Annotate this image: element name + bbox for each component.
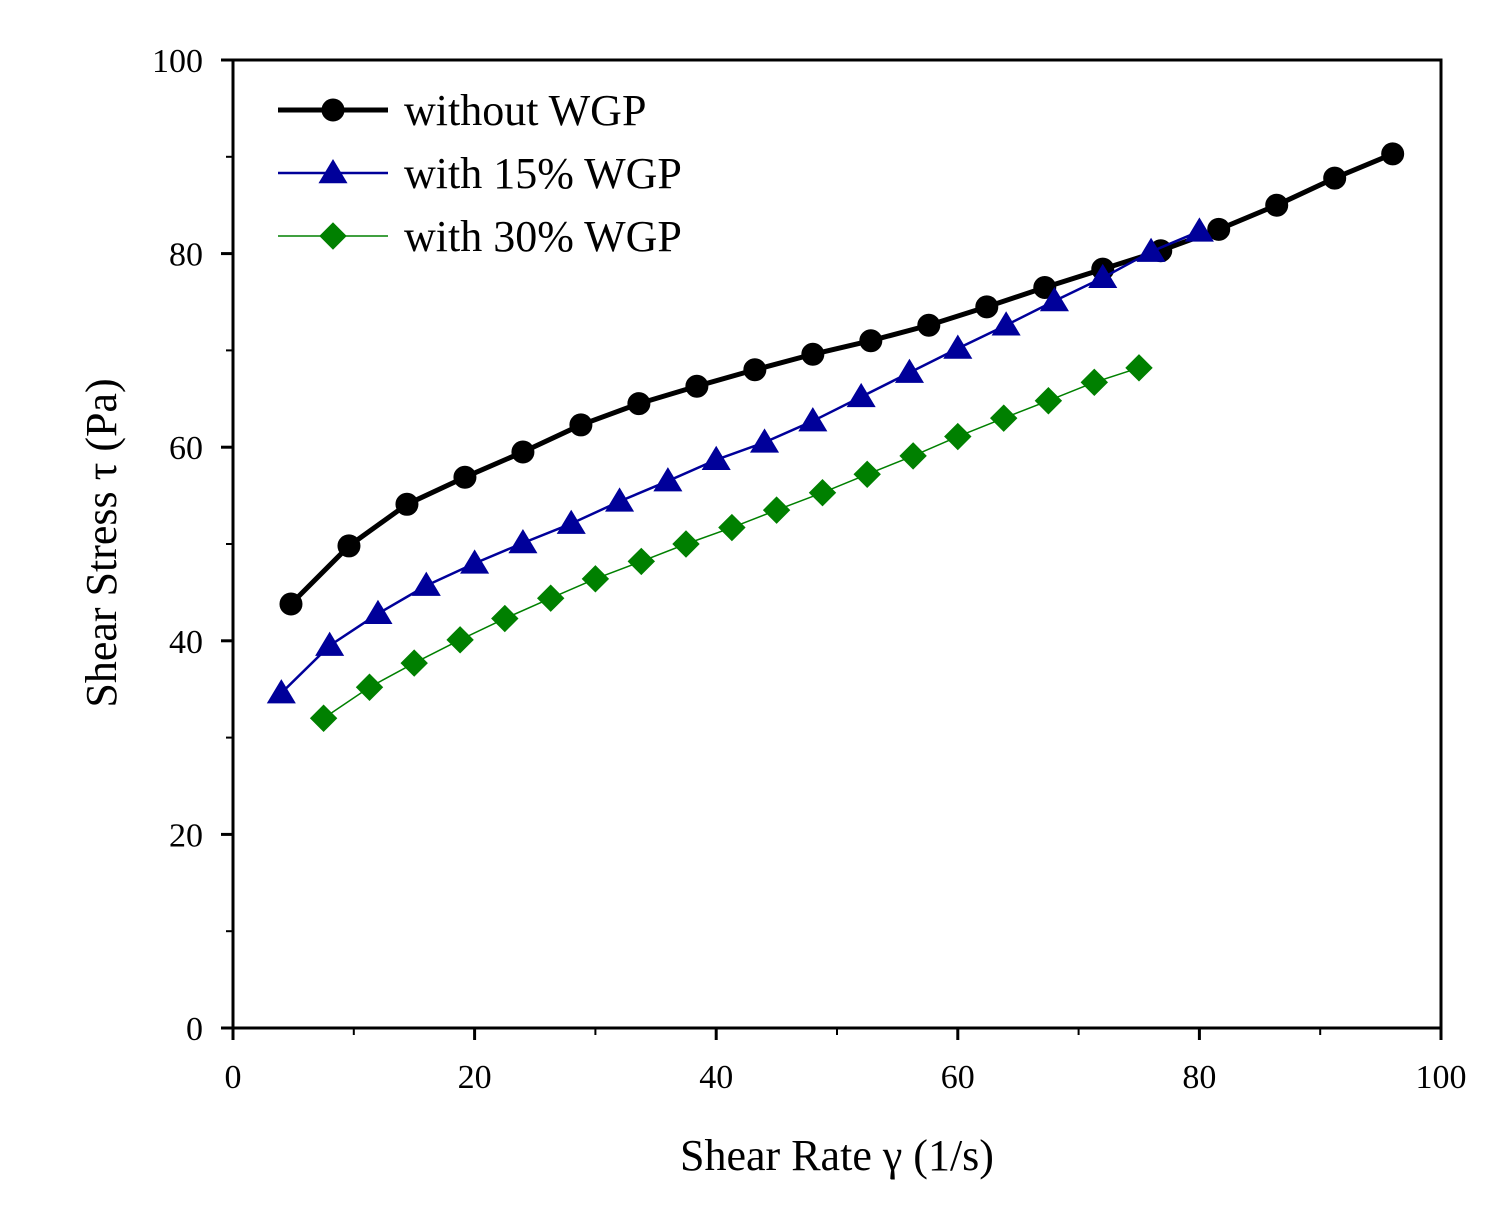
x-tick-label: 40 — [699, 1059, 733, 1096]
data-point-with-15-wgp — [460, 549, 490, 574]
data-point-with-30-wgp — [446, 626, 474, 654]
data-point-with-30-wgp — [944, 422, 972, 451]
data-point-with-30-wgp — [718, 513, 746, 542]
data-point-with-15-wgp — [943, 334, 973, 359]
data-point-with-30-wgp — [627, 547, 656, 576]
data-point-without-wgp — [395, 492, 419, 516]
legend-label: with 15% WGP — [404, 149, 682, 198]
data-point-with-15-wgp — [798, 407, 828, 432]
data-point-with-30-wgp — [672, 530, 700, 558]
data-point-without-wgp — [1381, 142, 1405, 166]
data-point-with-30-wgp — [1034, 387, 1063, 415]
data-point-with-15-wgp — [991, 311, 1021, 336]
data-point-with-30-wgp — [581, 565, 610, 593]
x-tick-label: 20 — [458, 1059, 492, 1096]
data-point-with-30-wgp — [989, 404, 1018, 432]
data-point-with-30-wgp — [536, 584, 565, 612]
data-point-with-15-wgp — [411, 571, 441, 596]
y-tick-label: 60 — [169, 430, 203, 467]
data-point-without-wgp — [685, 374, 709, 398]
x-tick-label: 0 — [225, 1059, 242, 1096]
legend-item-without-wgp: without WGP — [278, 86, 646, 135]
x-tick-label: 80 — [1182, 1059, 1216, 1096]
data-point-with-15-wgp — [701, 445, 731, 471]
data-point-with-15-wgp — [1184, 217, 1214, 242]
data-point-with-15-wgp — [749, 428, 780, 453]
data-point-without-wgp — [453, 465, 477, 489]
legend-label: with 30% WGP — [404, 212, 682, 261]
data-point-without-wgp — [917, 313, 941, 337]
data-point-with-15-wgp — [1136, 237, 1166, 262]
y-tick-label: 20 — [169, 817, 203, 854]
x-axis-title: Shear Rate γ (1/s) — [680, 1131, 994, 1180]
y-tick-label: 0 — [186, 1011, 203, 1048]
data-point-with-15-wgp — [894, 358, 925, 383]
series-with-30-wgp — [309, 354, 1153, 732]
data-point-without-wgp — [627, 392, 651, 416]
y-tick-label: 100 — [152, 43, 203, 80]
legend-item-with-30-wgp: with 30% WGP — [278, 212, 682, 261]
data-point-with-15-wgp — [315, 631, 345, 656]
data-point-with-15-wgp — [653, 467, 683, 492]
data-point-with-30-wgp — [1125, 354, 1153, 382]
data-point-with-15-wgp — [605, 487, 635, 512]
data-point-without-wgp — [1265, 193, 1289, 217]
series-line-with-30-wgp — [323, 367, 1140, 719]
legend-label: without WGP — [404, 86, 646, 135]
plot-frame — [231, 58, 1443, 1030]
series-with-15-wgp — [266, 217, 1214, 704]
data-point-without-wgp — [1207, 217, 1231, 241]
data-point-without-wgp — [743, 358, 767, 382]
y-tick-label: 40 — [169, 624, 203, 661]
data-point-without-wgp — [1323, 166, 1347, 190]
data-point-without-wgp — [279, 592, 303, 616]
data-point-without-wgp — [337, 534, 361, 558]
y-tick-label: 80 — [169, 237, 203, 274]
data-point-with-15-wgp — [1088, 263, 1118, 289]
data-point-with-15-wgp — [1039, 287, 1069, 312]
data-point-with-30-wgp — [309, 704, 338, 732]
data-point-without-wgp — [511, 440, 535, 464]
data-point-without-wgp — [975, 295, 999, 319]
data-point-without-wgp — [1033, 275, 1057, 299]
data-point-with-30-wgp — [853, 460, 881, 489]
data-point-without-wgp — [859, 329, 883, 353]
data-point-with-15-wgp — [556, 509, 586, 534]
data-point-with-30-wgp — [491, 604, 519, 633]
data-point-with-15-wgp — [846, 382, 876, 408]
y-axis-ticks: 0 20 40 60 80 100 — [152, 43, 233, 1048]
data-point-with-30-wgp — [762, 496, 791, 524]
data-point-with-30-wgp — [400, 649, 428, 677]
data-point-with-15-wgp — [508, 529, 538, 554]
x-axis-ticks: 0 20 40 60 80 100 — [225, 1028, 1467, 1096]
legend-marker — [319, 222, 347, 250]
x-tick-label: 60 — [941, 1059, 975, 1096]
series-without-wgp — [279, 142, 1405, 616]
series-layer — [266, 142, 1405, 732]
data-point-with-30-wgp — [1080, 368, 1109, 397]
data-point-with-30-wgp — [899, 442, 927, 470]
data-point-with-30-wgp — [355, 673, 384, 701]
data-point-with-15-wgp — [363, 599, 393, 624]
data-point-without-wgp — [569, 413, 593, 437]
legend-marker — [318, 159, 348, 184]
legend-item-with-15-wgp: with 15% WGP — [278, 149, 682, 198]
data-point-without-wgp — [801, 342, 825, 366]
legend-marker — [321, 98, 345, 122]
data-point-with-15-wgp — [266, 679, 296, 704]
x-tick-label: 100 — [1416, 1059, 1467, 1096]
legend: without WGP with 15% WGP with 30% WGP — [278, 86, 682, 261]
data-point-with-30-wgp — [808, 478, 837, 507]
y-axis-title: Shear Stress τ (Pa) — [77, 378, 126, 707]
plot-border — [231, 58, 1443, 1030]
